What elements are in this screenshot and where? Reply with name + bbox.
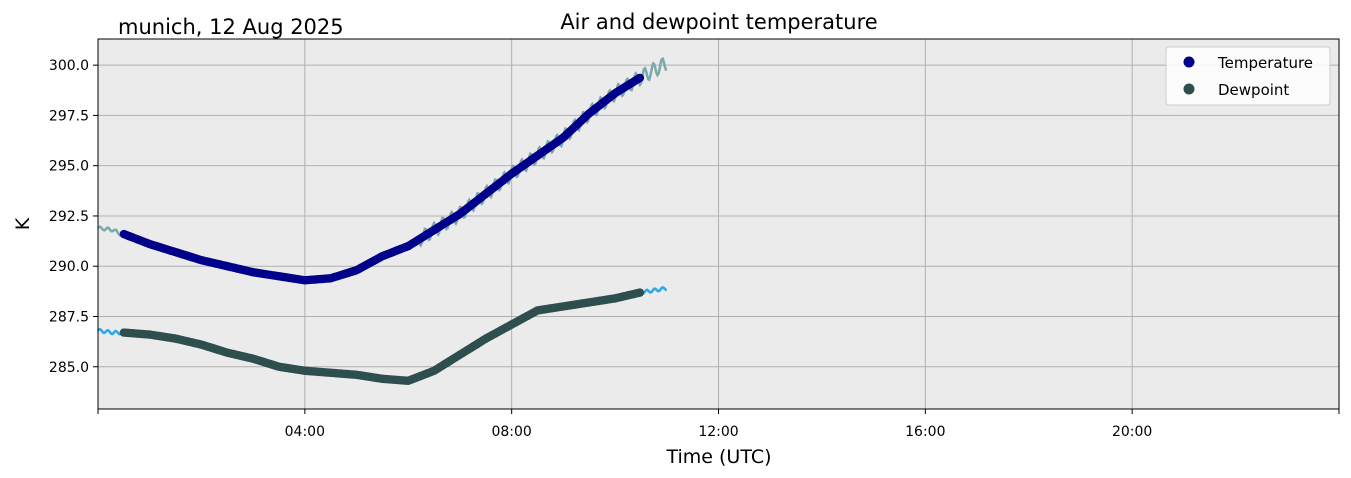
legend-label-dewpoint: Dewpoint	[1218, 81, 1289, 99]
marker-dewpoint	[635, 288, 645, 297]
x-tick-label: 08:00	[491, 424, 531, 440]
legend-label-temperature: Temperature	[1217, 54, 1313, 72]
ticks: 04:00 08:00 12:00 16:00 20:00 285.0 287.5 290.0…	[49, 58, 1340, 440]
legend-marker-temperature	[1183, 56, 1195, 68]
y-tick-label: 287.5	[49, 310, 89, 326]
marker-temperature	[635, 73, 645, 83]
chart-title: Air and dewpoint temperature	[560, 10, 877, 34]
x-axis-label: Time (UTC)	[665, 446, 771, 468]
y-tick-label: 297.5	[49, 108, 89, 124]
legend-marker-dewpoint	[1183, 83, 1195, 95]
chart-subtitle: munich, 12 Aug 2025	[118, 15, 344, 39]
x-tick-label: 20:00	[1112, 424, 1152, 440]
marker-series-layer	[119, 73, 645, 385]
y-tick-label: 300.0	[49, 58, 89, 74]
legend: Temperature Dewpoint	[1165, 46, 1331, 106]
y-tick-label: 295.0	[49, 159, 89, 175]
x-tick-label: 04:00	[285, 424, 325, 440]
y-tick-label: 292.5	[49, 209, 89, 225]
legend-box	[1165, 46, 1331, 106]
x-tick-label: 16:00	[905, 424, 945, 440]
y-axis-label: K	[12, 217, 34, 230]
y-tick-label: 290.0	[49, 259, 89, 275]
grid	[98, 39, 1339, 409]
x-tick-label: 12:00	[698, 424, 738, 440]
y-tick-label: 285.0	[49, 360, 89, 376]
